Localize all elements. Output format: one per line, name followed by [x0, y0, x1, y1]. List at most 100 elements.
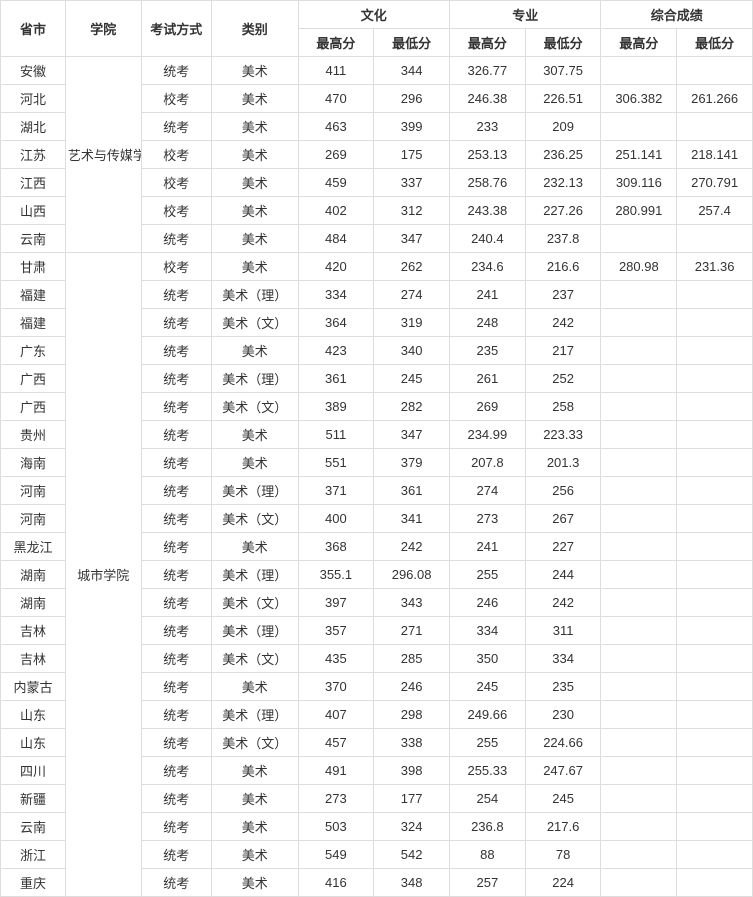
- cell-province: 江西: [1, 169, 66, 197]
- cell-major-low: 223.33: [525, 421, 601, 449]
- cell-culture-high: 368: [298, 533, 374, 561]
- cell-major-high: 234.6: [449, 253, 525, 281]
- cell-major-low: 256: [525, 477, 601, 505]
- cell-composite-low: 270.791: [677, 169, 753, 197]
- cell-province: 重庆: [1, 869, 66, 897]
- table-body: 安徽艺术与传媒学院统考美术411344326.77307.75河北校考美术470…: [1, 57, 753, 897]
- cell-category: 美术: [211, 253, 298, 281]
- table-row: 安徽艺术与传媒学院统考美术411344326.77307.75: [1, 57, 753, 85]
- cell-culture-high: 459: [298, 169, 374, 197]
- cell-exam-type: 统考: [141, 589, 211, 617]
- cell-composite-high: [601, 113, 677, 141]
- cell-composite-low: [677, 673, 753, 701]
- header-major-high: 最高分: [449, 29, 525, 57]
- cell-culture-high: 416: [298, 869, 374, 897]
- cell-province: 福建: [1, 281, 66, 309]
- cell-category: 美术: [211, 533, 298, 561]
- cell-culture-high: 370: [298, 673, 374, 701]
- cell-exam-type: 校考: [141, 253, 211, 281]
- cell-major-low: 224.66: [525, 729, 601, 757]
- cell-college: 艺术与传媒学院: [65, 57, 141, 253]
- cell-culture-low: 379: [374, 449, 450, 477]
- cell-province: 江苏: [1, 141, 66, 169]
- cell-category: 美术: [211, 57, 298, 85]
- cell-culture-low: 177: [374, 785, 450, 813]
- cell-category: 美术（理）: [211, 477, 298, 505]
- cell-composite-low: [677, 533, 753, 561]
- cell-major-high: 234.99: [449, 421, 525, 449]
- header-composite-low: 最低分: [677, 29, 753, 57]
- cell-major-low: 247.67: [525, 757, 601, 785]
- cell-composite-low: [677, 785, 753, 813]
- cell-province: 湖北: [1, 113, 66, 141]
- cell-province: 云南: [1, 813, 66, 841]
- cell-major-low: 245: [525, 785, 601, 813]
- cell-major-low: 252: [525, 365, 601, 393]
- cell-exam-type: 统考: [141, 337, 211, 365]
- cell-major-high: 241: [449, 281, 525, 309]
- header-province: 省市: [1, 1, 66, 57]
- cell-major-low: 217: [525, 337, 601, 365]
- cell-major-low: 307.75: [525, 57, 601, 85]
- cell-province: 海南: [1, 449, 66, 477]
- cell-province: 吉林: [1, 645, 66, 673]
- cell-composite-low: [677, 505, 753, 533]
- cell-major-high: 233: [449, 113, 525, 141]
- cell-culture-high: 549: [298, 841, 374, 869]
- cell-exam-type: 统考: [141, 645, 211, 673]
- cell-category: 美术: [211, 757, 298, 785]
- cell-major-high: 235: [449, 337, 525, 365]
- table-row: 甘肃城市学院校考美术420262234.6216.6280.98231.36: [1, 253, 753, 281]
- cell-major-low: 267: [525, 505, 601, 533]
- cell-exam-type: 统考: [141, 225, 211, 253]
- cell-exam-type: 统考: [141, 757, 211, 785]
- cell-exam-type: 校考: [141, 169, 211, 197]
- cell-major-low: 224: [525, 869, 601, 897]
- cell-exam-type: 统考: [141, 309, 211, 337]
- cell-composite-high: [601, 841, 677, 869]
- cell-culture-high: 407: [298, 701, 374, 729]
- header-culture-high: 最高分: [298, 29, 374, 57]
- cell-composite-high: [601, 589, 677, 617]
- cell-exam-type: 统考: [141, 421, 211, 449]
- cell-major-high: 255: [449, 561, 525, 589]
- cell-province: 新疆: [1, 785, 66, 813]
- cell-culture-low: 361: [374, 477, 450, 505]
- cell-culture-low: 399: [374, 113, 450, 141]
- cell-category: 美术: [211, 141, 298, 169]
- cell-category: 美术: [211, 225, 298, 253]
- header-composite: 综合成绩: [601, 1, 753, 29]
- cell-composite-high: 251.141: [601, 141, 677, 169]
- cell-major-low: 226.51: [525, 85, 601, 113]
- header-category: 类别: [211, 1, 298, 57]
- cell-exam-type: 统考: [141, 533, 211, 561]
- cell-composite-high: [601, 757, 677, 785]
- cell-composite-low: [677, 393, 753, 421]
- cell-culture-low: 324: [374, 813, 450, 841]
- cell-culture-low: 347: [374, 421, 450, 449]
- cell-exam-type: 统考: [141, 449, 211, 477]
- cell-major-low: 236.25: [525, 141, 601, 169]
- cell-category: 美术（文）: [211, 505, 298, 533]
- cell-major-high: 273: [449, 505, 525, 533]
- cell-culture-low: 312: [374, 197, 450, 225]
- cell-major-high: 258.76: [449, 169, 525, 197]
- cell-category: 美术（文）: [211, 309, 298, 337]
- cell-major-low: 242: [525, 589, 601, 617]
- cell-province: 广东: [1, 337, 66, 365]
- cell-culture-high: 503: [298, 813, 374, 841]
- cell-composite-low: [677, 337, 753, 365]
- cell-major-low: 244: [525, 561, 601, 589]
- cell-culture-low: 338: [374, 729, 450, 757]
- cell-composite-low: 257.4: [677, 197, 753, 225]
- cell-culture-low: 337: [374, 169, 450, 197]
- cell-major-low: 235: [525, 673, 601, 701]
- cell-composite-low: [677, 701, 753, 729]
- cell-exam-type: 校考: [141, 85, 211, 113]
- cell-major-high: 246: [449, 589, 525, 617]
- cell-category: 美术: [211, 449, 298, 477]
- cell-exam-type: 统考: [141, 57, 211, 85]
- header-exam-type: 考试方式: [141, 1, 211, 57]
- cell-culture-low: 285: [374, 645, 450, 673]
- cell-composite-high: 280.98: [601, 253, 677, 281]
